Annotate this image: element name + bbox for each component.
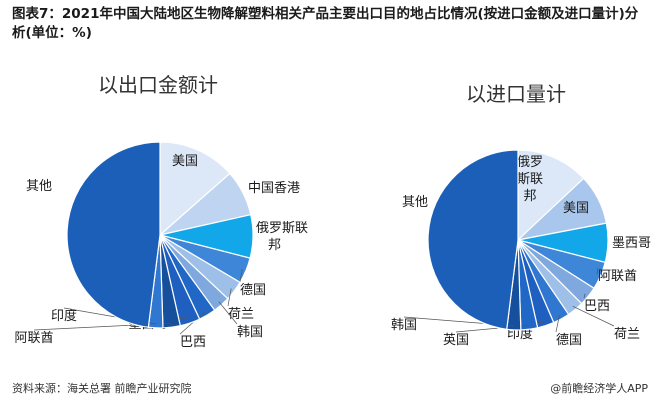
slice-label: 俄罗斯联邦 [256, 221, 308, 253]
source-note: 资料来源：海关总署 前瞻产业研究院 [12, 382, 192, 395]
slice-label: 韩国 [237, 325, 263, 340]
pie-slice [159, 141, 231, 237]
slice-label: 美国 [563, 201, 589, 216]
slice-label: 德国 [556, 333, 582, 348]
pie-1: 以出口金额计美国中国香港俄罗斯联邦德国荷兰韩国巴西墨西哥阿联酋印度其他 [14, 73, 308, 350]
leader-line [227, 288, 232, 307]
slice-label: 阿联酋 [14, 330, 53, 346]
slice-label: 中国香港 [248, 181, 300, 196]
pie-title: 以出口金额计 [98, 73, 218, 97]
leader-line [218, 301, 238, 325]
slice-label: 美国 [172, 154, 198, 169]
slice-label: 印度 [51, 308, 77, 324]
slice-label: 阿联酋 [598, 268, 637, 284]
slice-label: 德国 [240, 283, 266, 298]
brand-credit: @前瞻经济学人APP [550, 382, 648, 395]
pie-slice [66, 141, 161, 328]
pie-slice [427, 149, 519, 330]
slice-label: 其他 [26, 179, 52, 194]
slice-label: 其他 [402, 195, 428, 210]
slice-label: 韩国 [391, 318, 417, 333]
slice-label: 巴西 [180, 335, 206, 350]
leader-line [583, 293, 586, 299]
leader-line [555, 315, 560, 333]
leader-line [572, 305, 615, 327]
slice-label: 英国 [443, 333, 469, 348]
chart-title: 图表7：2021年中国大陆地区生物降解塑料相关产品主要出口目的地占比情况(按进口… [12, 6, 639, 41]
pie-title: 以进口量计 [466, 82, 566, 106]
leader-line [596, 267, 599, 275]
slice-label: 巴西 [584, 299, 610, 314]
leader-line [239, 268, 243, 283]
slice-label: 荷兰 [228, 307, 254, 322]
leader-line [179, 311, 206, 335]
slice-label: 荷兰 [614, 327, 640, 342]
slice-label: 俄罗斯联邦 [517, 155, 543, 204]
slice-label: 墨西哥 [612, 236, 651, 251]
pie-slice [517, 149, 585, 242]
footer: 资料来源：海关总署 前瞻产业研究院 @前瞻经济学人APP [12, 380, 648, 398]
